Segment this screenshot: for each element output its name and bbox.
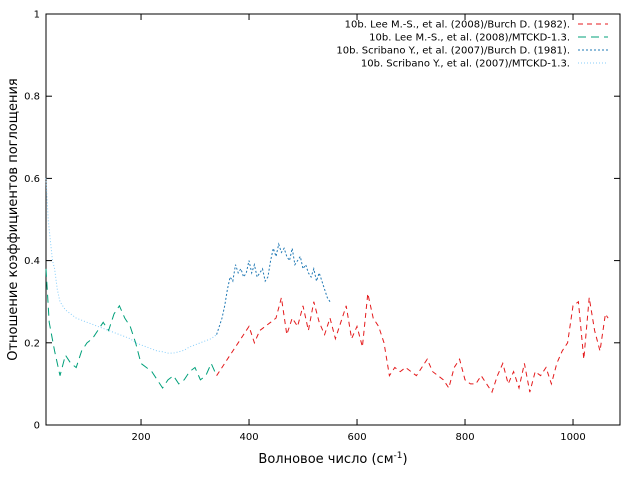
plot-frame xyxy=(45,13,621,426)
y-tick-label: 0.4 xyxy=(24,256,40,267)
y-tick-label: 0.2 xyxy=(24,338,40,349)
y-axis-label: Отношение коэффициентов поглощения xyxy=(6,78,21,361)
y-tick-label: 0.6 xyxy=(24,174,40,185)
legend-label: 10b. Lee M.-S., et al. (2008)/Burch D. (… xyxy=(345,20,570,31)
y-tick-label: 0.8 xyxy=(24,92,40,103)
x-tick-label: 800 xyxy=(455,432,474,443)
x-axis-label: Волновое число (см-1) xyxy=(258,451,407,467)
x-tick-label: 400 xyxy=(239,432,258,443)
series-line-4 xyxy=(45,178,217,354)
x-tick-label: 200 xyxy=(131,432,150,443)
y-tick-label: 0 xyxy=(34,421,40,432)
y-tick-label: 1 xyxy=(34,10,40,21)
series-line-3 xyxy=(216,242,331,335)
x-tick-label: 600 xyxy=(347,432,366,443)
x-tick-label: 1000 xyxy=(560,432,585,443)
series-line-1 xyxy=(216,293,609,394)
series-line-2 xyxy=(45,268,218,389)
legend-label: 10b. Scribano Y., et al. (2007)/Burch D.… xyxy=(336,46,570,57)
legend-label: 10b. Scribano Y., et al. (2007)/MTCKD-1.… xyxy=(361,59,570,70)
legend-label: 10b. Lee M.-S., et al. (2008)/MTCKD-1.3. xyxy=(369,33,570,44)
